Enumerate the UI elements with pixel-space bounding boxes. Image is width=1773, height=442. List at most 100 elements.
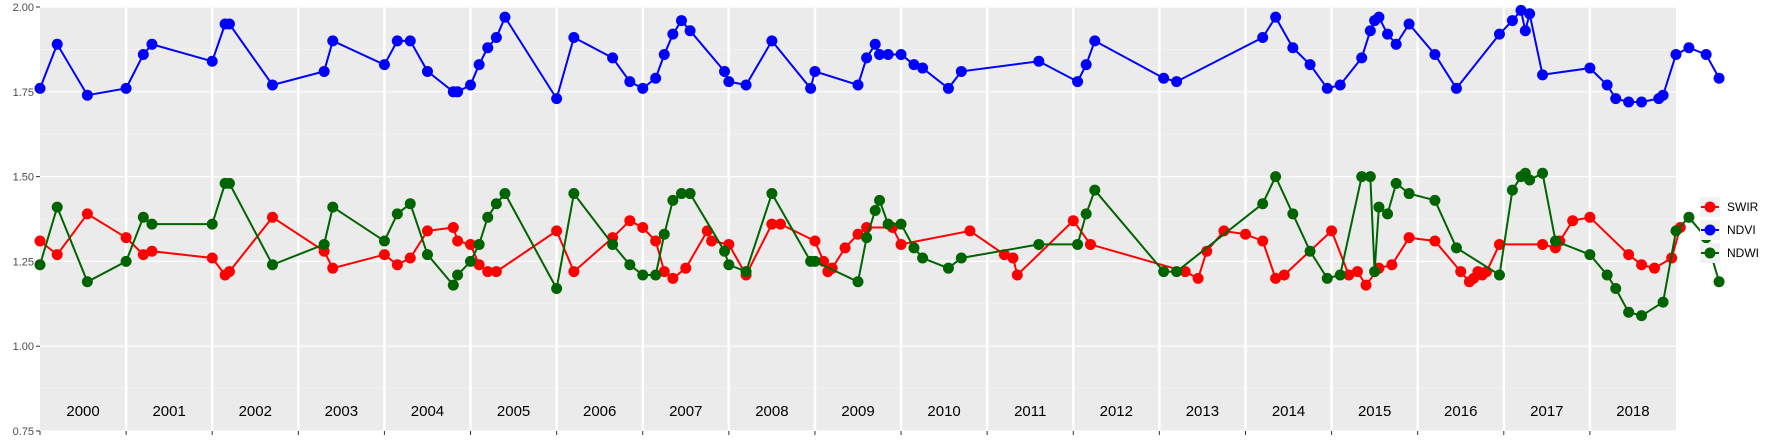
- data-point-swir: [637, 221, 649, 233]
- data-point-ndwi: [1713, 276, 1725, 288]
- data-point-ndvi: [206, 55, 218, 67]
- data-point-ndwi: [1524, 174, 1536, 186]
- data-point-swir: [1623, 249, 1635, 261]
- data-point-ndvi: [120, 82, 132, 94]
- data-point-swir: [490, 266, 502, 278]
- data-point-ndvi: [684, 25, 696, 37]
- year-label: 2009: [841, 403, 874, 420]
- data-point-ndwi: [1080, 208, 1092, 220]
- data-point-ndvi: [490, 32, 502, 44]
- data-point-ndwi: [34, 259, 46, 271]
- data-point-ndwi: [1584, 249, 1596, 261]
- year-label: 2005: [497, 403, 530, 420]
- data-point-ndvi: [637, 82, 649, 94]
- data-point-ndwi: [1636, 310, 1648, 322]
- data-point-ndwi: [766, 188, 778, 200]
- data-point-swir: [667, 272, 679, 284]
- data-point-swir: [624, 215, 636, 227]
- data-point-ndwi: [1683, 211, 1695, 223]
- data-point-ndwi: [1493, 269, 1505, 281]
- data-point-ndwi: [1549, 235, 1561, 247]
- data-point-ndvi: [1584, 62, 1596, 74]
- data-point-ndwi: [1033, 238, 1045, 250]
- data-point-ndwi: [1270, 171, 1282, 183]
- data-point-ndwi: [465, 255, 477, 267]
- data-point-ndwi: [378, 235, 390, 247]
- data-point-ndvi: [809, 65, 821, 77]
- data-point-ndvi: [955, 65, 967, 77]
- data-point-ndvi: [1623, 96, 1635, 108]
- data-point-swir: [658, 266, 670, 278]
- data-point-ndwi: [955, 252, 967, 264]
- data-point-ndvi: [1403, 18, 1415, 30]
- data-point-ndvi: [1713, 72, 1725, 84]
- data-point-ndvi: [723, 76, 735, 88]
- data-point-swir: [1403, 232, 1415, 244]
- data-point-ndvi: [675, 15, 687, 27]
- year-label: 2014: [1272, 403, 1305, 420]
- data-point-swir: [1084, 238, 1096, 250]
- data-point-swir: [1584, 211, 1596, 223]
- data-point-ndvi: [1429, 48, 1441, 60]
- data-point-ndvi: [1364, 25, 1376, 37]
- data-point-ndvi: [327, 35, 339, 47]
- data-point-ndvi: [882, 48, 894, 60]
- year-label: 2012: [1100, 403, 1133, 420]
- data-point-ndvi: [223, 18, 235, 30]
- data-point-ndwi: [624, 259, 636, 271]
- data-point-ndwi: [1623, 306, 1635, 318]
- data-point-ndvi: [81, 89, 93, 101]
- data-point-ndwi: [809, 255, 821, 267]
- data-point-swir: [452, 235, 464, 247]
- data-point-swir: [809, 235, 821, 247]
- y-tick-label: 1.00: [13, 341, 34, 353]
- data-point-ndvi: [852, 79, 864, 91]
- data-point-ndvi: [318, 65, 330, 77]
- data-point-ndwi: [490, 198, 502, 210]
- data-point-ndwi: [1356, 171, 1368, 183]
- data-point-swir: [51, 249, 63, 261]
- data-point-ndwi: [499, 188, 511, 200]
- data-point-ndvi: [1373, 11, 1385, 23]
- data-point-swir: [1636, 259, 1648, 271]
- data-point-ndvi: [1080, 59, 1092, 71]
- data-point-swir: [839, 242, 851, 254]
- data-point-ndwi: [1403, 188, 1415, 200]
- data-point-ndvi: [1270, 11, 1282, 23]
- data-point-ndwi: [1670, 225, 1682, 237]
- data-point-ndwi: [852, 276, 864, 288]
- data-point-ndwi: [146, 218, 158, 230]
- data-point-ndvi: [1390, 38, 1402, 50]
- data-point-ndvi: [658, 48, 670, 60]
- y-tick-label: 2.00: [13, 2, 34, 14]
- data-point-ndvi: [650, 72, 662, 84]
- data-point-ndwi: [1390, 177, 1402, 189]
- data-point-ndvi: [452, 86, 464, 98]
- data-point-ndvi: [1072, 76, 1084, 88]
- data-point-ndvi: [1334, 79, 1346, 91]
- data-point-ndwi: [421, 249, 433, 261]
- data-point-ndvi: [667, 28, 679, 40]
- data-point-ndvi: [51, 38, 63, 50]
- data-point-swir: [266, 211, 278, 223]
- year-label: 2002: [239, 403, 272, 420]
- data-point-ndwi: [1601, 269, 1613, 281]
- year-label: 2016: [1444, 403, 1477, 420]
- data-point-ndwi: [882, 218, 894, 230]
- legend-key-point: [1704, 224, 1716, 236]
- data-point-swir: [1218, 225, 1230, 237]
- year-label: 2001: [152, 403, 185, 420]
- data-point-ndwi: [551, 283, 563, 295]
- data-point-swir: [1351, 266, 1363, 278]
- data-point-ndvi: [1515, 4, 1527, 16]
- data-point-swir: [706, 235, 718, 247]
- data-point-ndvi: [391, 35, 403, 47]
- data-point-ndvi: [1321, 82, 1333, 94]
- data-point-swir: [568, 266, 580, 278]
- data-point-swir: [1011, 269, 1023, 281]
- data-point-ndwi: [740, 266, 752, 278]
- axes: 0.75 1.00 1.25 1.50 1.75 2.00: [13, 2, 1591, 438]
- data-point-ndvi: [1506, 15, 1518, 27]
- data-point-ndvi: [1519, 25, 1531, 37]
- data-point-swir: [680, 262, 692, 274]
